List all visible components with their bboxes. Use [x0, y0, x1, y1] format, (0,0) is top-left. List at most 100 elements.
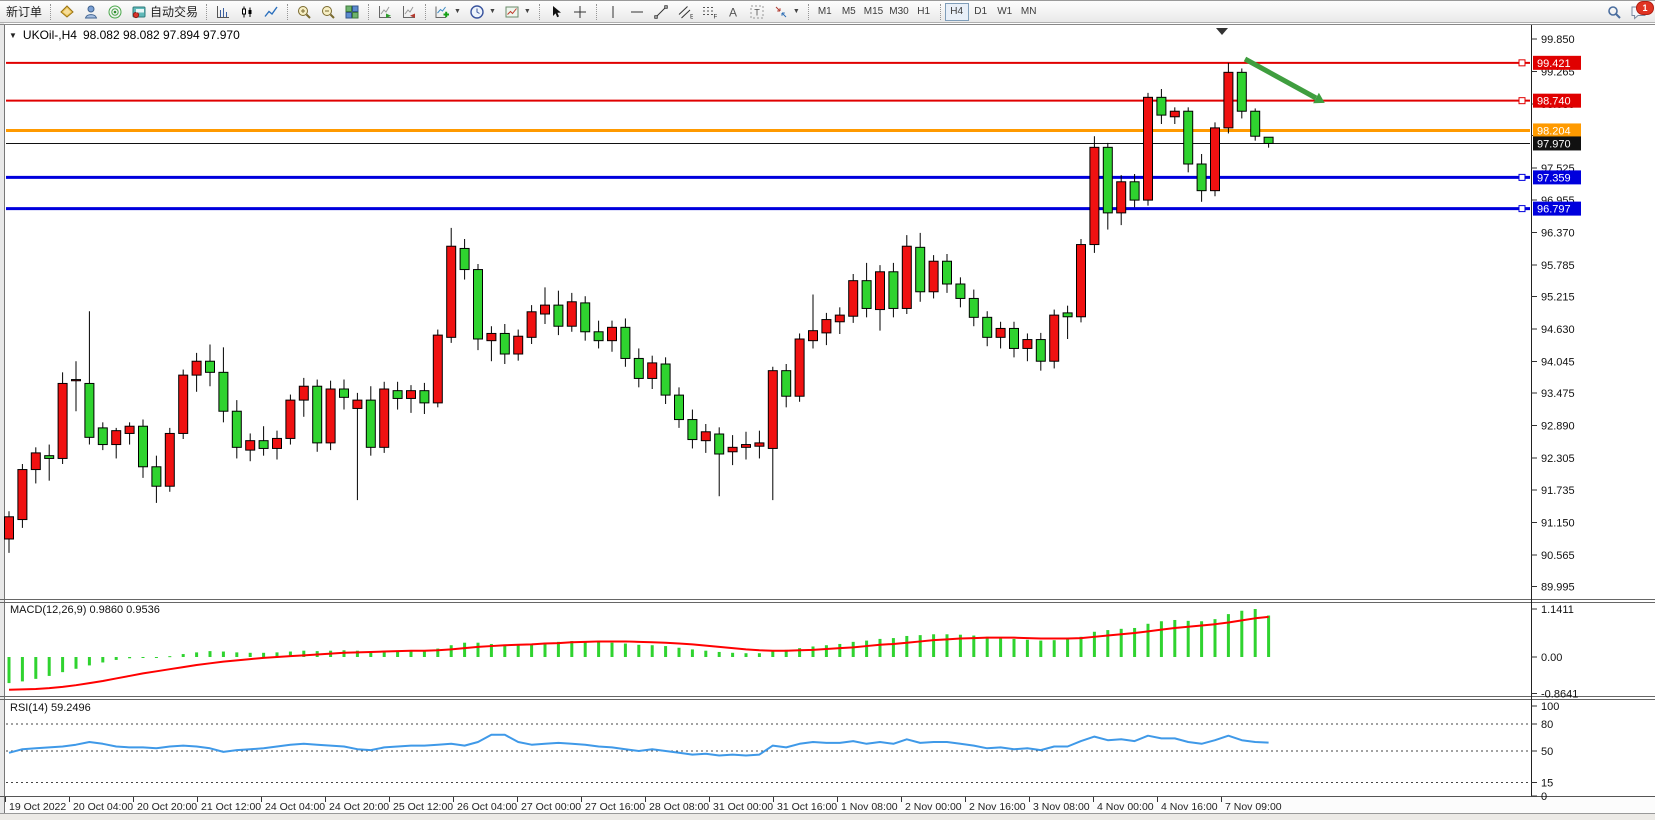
search-button[interactable] [1602, 2, 1626, 22]
hline-end-handle[interactable] [1518, 173, 1526, 181]
macd-histogram-bar [74, 657, 78, 669]
toolbar-separator [807, 3, 809, 20]
trendline-tool-button[interactable] [649, 2, 673, 22]
notifications-button[interactable]: 1 [1626, 1, 1654, 22]
macd-histogram-bar [1253, 609, 1257, 657]
timeframe-H4-button[interactable]: H4 [944, 2, 969, 21]
macd-histogram-bar [905, 635, 909, 657]
x-axis-label: 20 Oct 04:00 [73, 801, 133, 813]
candle-body [1223, 71, 1234, 129]
new-order-button[interactable]: 新订单 [2, 2, 46, 22]
timeframe-M1-button[interactable]: M1 [817, 5, 832, 17]
toolbar-separator [206, 3, 208, 20]
candle-body [1116, 181, 1127, 214]
horizontal-line-tool-button[interactable] [625, 2, 649, 22]
candle-body [138, 425, 148, 468]
timeframe-M30-button[interactable]: M30 [889, 5, 909, 17]
macd-histogram-bar [221, 651, 225, 657]
candle-body [861, 280, 872, 309]
periods-button[interactable]: ▼ [465, 2, 500, 22]
cursor-tool-button[interactable] [544, 2, 568, 22]
line-chart-mode-button[interactable] [259, 2, 283, 22]
price-tag-label: 97.359 [1537, 172, 1571, 184]
macd-histogram-bar [1213, 619, 1217, 657]
candlestick-mode-button[interactable] [235, 2, 259, 22]
navigator-button[interactable] [103, 2, 127, 22]
candle-body [231, 410, 242, 448]
price-tag [1533, 136, 1581, 151]
macd-histogram-bar [597, 642, 601, 657]
macd-histogram-bar [824, 645, 828, 657]
macd-histogram-bar [409, 650, 413, 657]
text-label-tool-button[interactable]: T [745, 2, 769, 22]
auto-trading-button[interactable]: 自动交易 [127, 2, 202, 22]
rsi-axis-tick-label: 100 [1541, 701, 1559, 713]
candle-body [875, 271, 885, 311]
fibonacci-tool-button[interactable]: F [697, 2, 721, 22]
hline-end-handle[interactable] [1518, 97, 1526, 105]
text-tool-button[interactable]: A [721, 2, 745, 22]
auto-scroll-button[interactable] [373, 2, 397, 22]
zoom-out-button[interactable] [316, 2, 340, 22]
market-watch-button[interactable] [55, 2, 79, 22]
chart-shift-marker-icon[interactable] [1216, 28, 1228, 35]
candle-body [513, 335, 524, 355]
chart-shift-button[interactable] [397, 2, 421, 22]
macd-histogram-bar [677, 647, 681, 657]
timeframe-M5-button[interactable]: M5 [841, 5, 856, 17]
arrows-tool-button[interactable]: ▼ [769, 2, 804, 22]
equidistant-channel-tool-button[interactable]: E [673, 2, 697, 22]
macd-histogram-bar [985, 636, 989, 657]
candle-body [84, 382, 95, 438]
macd-histogram-bar [1173, 619, 1177, 657]
indicators-button[interactable]: ▼ [430, 2, 465, 22]
trend-arrow-annotation[interactable] [1243, 56, 1318, 101]
candle-body [660, 363, 671, 396]
toolbar-separator [368, 3, 370, 20]
timeframe-M15-button[interactable]: M15 [863, 5, 884, 17]
candle-body [97, 427, 108, 446]
timeframe-MN-button[interactable]: MN [1020, 5, 1037, 17]
crosshair-tool-button[interactable] [568, 2, 592, 22]
macd-histogram-bar [771, 651, 775, 657]
timeframe-W1-button[interactable]: W1 [997, 5, 1013, 17]
candle-body [1062, 312, 1073, 318]
time-axis-drag-area[interactable] [6, 797, 1655, 813]
tile-windows-button[interactable] [340, 2, 364, 22]
hline-end-handle[interactable] [1518, 59, 1526, 67]
chart-canvas[interactable]: 99.85099.26598.68098.11097.52596.95596.3… [0, 23, 1655, 820]
macd-histogram-bar [288, 651, 292, 657]
candle-body [1035, 339, 1046, 362]
macd-histogram-bar [101, 657, 105, 663]
hline-end-handle[interactable] [1518, 205, 1526, 213]
rsi-axis-tick-label: 80 [1541, 719, 1553, 731]
zoom-in-button[interactable] [292, 2, 316, 22]
window-left-frame [0, 23, 4, 813]
candle-body [714, 433, 725, 455]
candle-body [767, 370, 778, 449]
y-axis-tick-label: 99.850 [1541, 34, 1575, 46]
vertical-line-tool-button[interactable] [601, 2, 625, 22]
candle-body [191, 360, 202, 376]
candle-body [365, 399, 376, 448]
bar-chart-mode-button[interactable] [211, 2, 235, 22]
templates-button[interactable]: ▼ [500, 2, 535, 22]
candle-body [1156, 96, 1167, 116]
macd-histogram-bar [235, 652, 239, 657]
candle-body [687, 419, 698, 441]
macd-histogram-bar [798, 648, 802, 657]
macd-histogram-bar [1039, 640, 1043, 657]
x-axis-label: 2 Nov 16:00 [969, 801, 1026, 813]
data-window-button[interactable] [79, 2, 103, 22]
label-tool-glyph: T [754, 7, 760, 17]
candle-body [1143, 96, 1153, 201]
macd-histogram-bar [168, 656, 172, 658]
macd-histogram-bar [489, 643, 493, 657]
timeframe-H1-button[interactable]: H1 [917, 5, 931, 17]
timeframe-D1-button[interactable]: D1 [974, 5, 988, 17]
macd-histogram-bar [1146, 623, 1150, 657]
macd-histogram-bar [369, 651, 373, 657]
candle-body [754, 442, 765, 447]
dropdown-caret-icon: ▼ [523, 8, 531, 15]
price-axis-drag-area[interactable] [1532, 25, 1655, 796]
